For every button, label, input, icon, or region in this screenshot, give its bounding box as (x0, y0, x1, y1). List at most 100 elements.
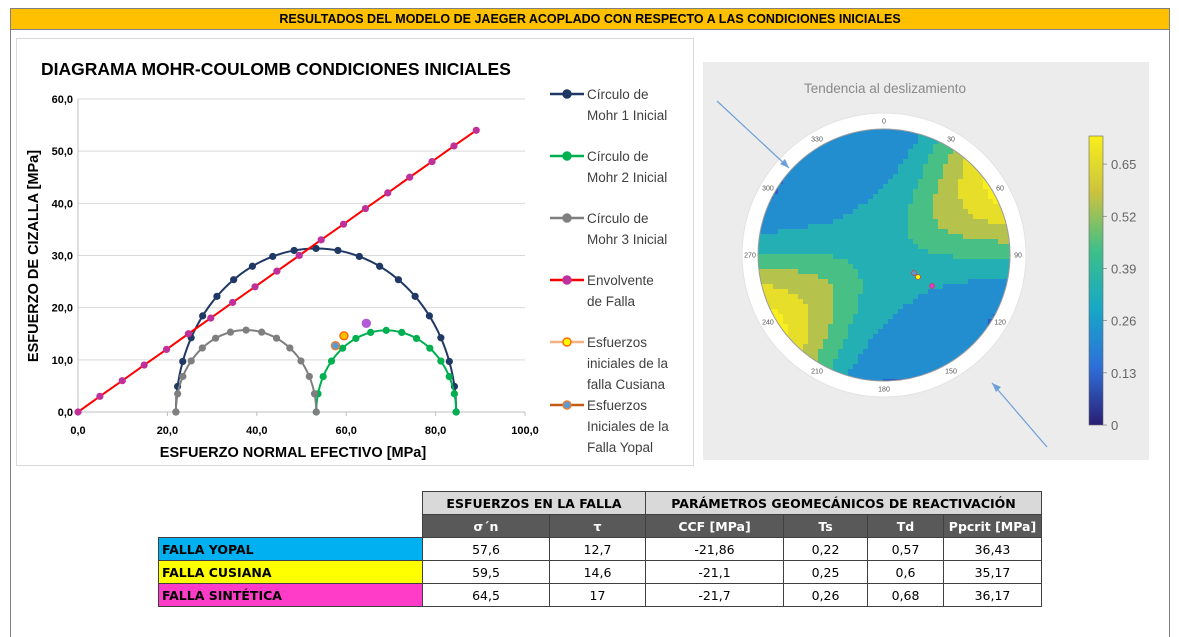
field-cell (813, 349, 819, 355)
field-cell (963, 309, 969, 315)
field-cell (983, 254, 989, 260)
field-cell (793, 254, 799, 260)
field-cell (828, 229, 834, 235)
field-cell (1008, 249, 1010, 255)
field-cell (778, 239, 784, 245)
field-cell (983, 244, 989, 250)
field-cell (933, 309, 939, 315)
field-cell (878, 184, 884, 190)
field-cell (953, 309, 959, 315)
field-cell (853, 234, 859, 240)
field-cell (963, 264, 969, 270)
field-cell (988, 219, 994, 225)
field-cell (828, 144, 834, 150)
field-cell (763, 284, 769, 290)
field-cell (848, 199, 854, 205)
field-cell (958, 334, 964, 340)
field-cell (863, 329, 869, 335)
field-cell (888, 174, 894, 180)
field-cell (783, 219, 789, 225)
field-cell (768, 199, 774, 205)
colorbar-tick-label: 0.52 (1111, 209, 1136, 224)
field-cell (983, 189, 989, 195)
field-cell (948, 309, 954, 315)
field-cell (988, 269, 994, 275)
field-cell (938, 354, 944, 360)
field-cell (793, 184, 799, 190)
field-cell (783, 329, 789, 335)
field-cell (868, 269, 874, 275)
field-cell (823, 284, 829, 290)
field-cell (953, 209, 959, 215)
field-cell (933, 234, 939, 240)
mohr-circle-2-marker (445, 372, 453, 381)
field-cell (783, 274, 789, 280)
field-cell (888, 164, 894, 170)
field-cell (763, 224, 769, 230)
field-cell (833, 179, 839, 185)
field-cell (853, 334, 859, 340)
field-cell (788, 264, 794, 270)
field-cell (878, 214, 884, 220)
field-cell (973, 304, 979, 310)
field-cell (813, 264, 819, 270)
field-cell (823, 244, 829, 250)
field-cell (878, 229, 884, 235)
field-cell (863, 179, 869, 185)
field-cell (818, 194, 824, 200)
field-cell (838, 239, 844, 245)
field-cell (908, 229, 914, 235)
field-cell (828, 159, 834, 165)
field-cell (898, 364, 904, 370)
field-cell (878, 279, 884, 285)
field-cell (978, 274, 984, 280)
field-cell (793, 244, 799, 250)
field-cell (868, 169, 874, 175)
field-cell (983, 209, 989, 215)
field-cell (858, 164, 864, 170)
field-cell (883, 229, 889, 235)
field-cell (998, 284, 1004, 290)
field-cell (893, 284, 899, 290)
field-cell (888, 344, 894, 350)
field-cell (853, 134, 859, 140)
field-cell (913, 344, 919, 350)
field-cell (828, 209, 834, 215)
field-cell (848, 274, 854, 280)
field-cell (913, 164, 919, 170)
field-cell (913, 284, 919, 290)
field-cell (833, 234, 839, 240)
field-cell (833, 189, 839, 195)
field-cell (873, 134, 879, 140)
field-cell (888, 314, 894, 320)
field-cell (993, 269, 999, 275)
field-cell (843, 344, 849, 350)
field-cell (858, 334, 864, 340)
field-cell (993, 239, 999, 245)
field-cell (963, 169, 969, 175)
field-cell (803, 174, 809, 180)
field-cell (778, 189, 784, 195)
field-cell (908, 234, 914, 240)
field-cell (778, 279, 784, 285)
field-cell (768, 289, 774, 295)
field-cell (943, 334, 949, 340)
field-cell (938, 334, 944, 340)
field-cell (898, 129, 904, 135)
field-cell (948, 269, 954, 275)
field-cell (943, 344, 949, 350)
field-cell (898, 199, 904, 205)
field-cell (948, 214, 954, 220)
field-cell (888, 159, 894, 165)
field-cell (973, 189, 979, 195)
field-cell (833, 319, 839, 325)
field-cell (833, 284, 839, 290)
field-cell (933, 269, 939, 275)
field-cell (993, 264, 999, 270)
field-cell (928, 299, 934, 305)
field-cell (923, 169, 929, 175)
field-cell (778, 264, 784, 270)
field-cell (993, 219, 999, 225)
field-cell (818, 324, 824, 330)
field-cell (888, 184, 894, 190)
